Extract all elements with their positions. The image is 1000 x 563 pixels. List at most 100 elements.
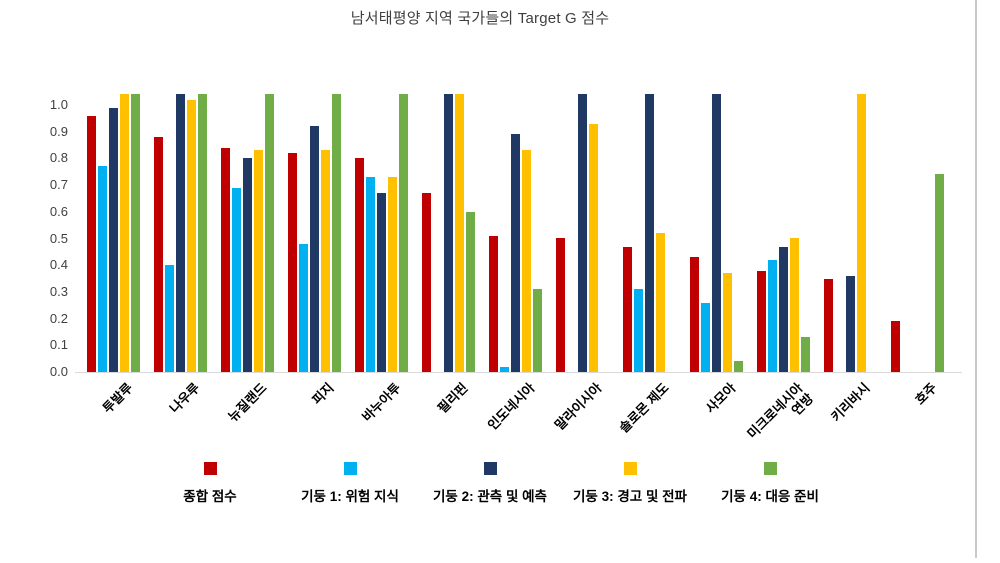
bar (154, 137, 163, 372)
bar (187, 100, 196, 372)
bar (589, 124, 598, 372)
legend-swatch (483, 462, 497, 475)
bar (131, 94, 140, 372)
bar-group (154, 94, 207, 372)
bar (399, 94, 408, 372)
bar (243, 158, 252, 372)
bar-group (757, 94, 810, 372)
legend-label: 기둥 2: 관측 및 예측 (433, 489, 547, 504)
legend-item: 기둥 1: 위험 지식 (280, 462, 420, 505)
bar-group (87, 94, 140, 372)
bar (533, 289, 542, 372)
y-axis-tick-label: 0.1 (49, 337, 68, 353)
bar-group (623, 94, 676, 372)
bar (377, 193, 386, 372)
legend-swatch (763, 462, 777, 475)
y-axis-tick-label: 0.0 (49, 364, 68, 379)
legend-item: 기둥 2: 관측 및 예측 (420, 462, 560, 505)
bar (824, 279, 833, 372)
bar (701, 303, 710, 372)
bar (779, 247, 788, 372)
legend-label: 기둥 1: 위험 지식 (301, 489, 399, 504)
bar (321, 150, 330, 372)
bar (578, 94, 587, 372)
bar (623, 247, 632, 372)
bar (935, 174, 944, 372)
bar (422, 193, 431, 372)
bar (444, 94, 453, 372)
bar (846, 276, 855, 372)
bar (857, 94, 866, 372)
bar (299, 244, 308, 372)
legend-label: 기둥 3: 경고 및 전파 (573, 489, 687, 504)
x-axis-baseline (75, 372, 962, 373)
bar (891, 321, 900, 372)
x-axis-category-label: 말라이시아 (551, 380, 605, 433)
y-axis-tick-label: 0.3 (49, 283, 68, 299)
y-axis-tick-label: 0.8 (49, 150, 68, 166)
x-axis-category-label: 바누아투 (358, 380, 404, 425)
bar (511, 134, 520, 372)
x-axis-category-label: 사모아 (702, 380, 739, 416)
bar-group (690, 94, 743, 372)
y-axis-tick-label: 0.4 (49, 257, 68, 273)
bar (522, 150, 531, 372)
bar (265, 94, 274, 372)
bar-group (221, 94, 274, 372)
x-axis-category-label: 키리바시 (827, 380, 873, 425)
bar (310, 126, 319, 372)
x-axis-category-label: 미크로네시아 연방 (743, 380, 816, 442)
bar (198, 94, 207, 372)
bar (98, 166, 107, 372)
legend-item: 기둥 4: 대응 준비 (700, 462, 840, 505)
bar-group (288, 94, 341, 372)
x-axis-category-label: 필리핀 (434, 380, 471, 416)
bar-group (556, 94, 609, 372)
bar (790, 238, 799, 372)
bar (500, 367, 509, 372)
legend-swatch (343, 462, 357, 475)
y-axis-tick-label: 0.2 (49, 310, 68, 326)
bar (120, 94, 129, 372)
legend-swatch (623, 462, 637, 475)
x-axis-category-label: 뉴질랜드 (224, 380, 270, 425)
bar (165, 265, 174, 372)
legend-swatch (203, 462, 217, 475)
legend-item: 종합 점수 (140, 462, 280, 505)
bar (656, 233, 665, 372)
x-axis-category-label: 투발루 (99, 380, 136, 416)
bar (109, 108, 118, 372)
bar (366, 177, 375, 372)
bar (734, 361, 743, 372)
legend-label: 종합 점수 (183, 489, 237, 504)
bar (757, 271, 766, 372)
x-axis-category-label: 인도네시아 (484, 380, 538, 433)
bar (455, 94, 464, 372)
bar (232, 188, 241, 372)
chart-title: 남서태평양 지역 국가들의 Target G 점수 (350, 10, 610, 27)
x-axis-category-label: 나우루 (166, 380, 203, 416)
bar-group (891, 94, 944, 372)
bar (645, 94, 654, 372)
bar (355, 158, 364, 372)
bar (288, 153, 297, 372)
y-axis-tick-label: 0.7 (49, 177, 68, 193)
y-axis-tick-label: 0.6 (49, 203, 68, 219)
bar (634, 289, 643, 372)
bar-group (422, 94, 475, 372)
bar (221, 148, 230, 372)
bar (87, 116, 96, 372)
bar (712, 94, 721, 372)
bar (489, 236, 498, 372)
bar-group (824, 94, 877, 372)
y-axis-tick-label: 0.9 (49, 123, 68, 139)
bar (176, 94, 185, 372)
bar (254, 150, 263, 372)
y-axis-tick-label: 0.5 (49, 230, 68, 246)
bar (332, 94, 341, 372)
legend: 종합 점수 기둥 1: 위험 지식 기둥 2: 관측 및 예측 기둥 3: 경고 및 … (140, 462, 840, 505)
page-right-border (975, 0, 977, 558)
bar-group (489, 94, 542, 372)
